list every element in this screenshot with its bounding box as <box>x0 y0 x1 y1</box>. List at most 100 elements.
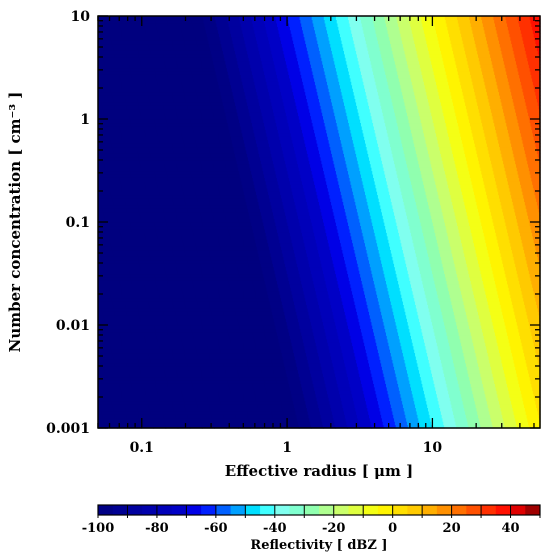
heatmap-cell <box>435 77 448 82</box>
heatmap-cell <box>129 115 142 120</box>
heatmap-cell <box>315 187 329 192</box>
heatmap-cell <box>206 33 220 38</box>
heatmap-cell <box>352 136 365 141</box>
heatmap-cell <box>503 160 516 165</box>
heatmap-cell <box>170 33 184 38</box>
heatmap-cell <box>314 235 328 240</box>
heatmap-cell <box>420 170 434 175</box>
heatmap-cell <box>260 362 273 367</box>
heatmap-cell <box>250 167 264 172</box>
heatmap-cell <box>98 331 109 336</box>
heatmap-cell <box>499 91 512 96</box>
heatmap-cell <box>417 311 431 316</box>
heatmap-cell <box>109 84 123 89</box>
colorbar-segment <box>422 505 438 515</box>
heatmap-cell <box>432 325 446 330</box>
heatmap-cell <box>251 276 265 281</box>
heatmap-cell <box>352 36 366 41</box>
heatmap-cell <box>294 407 308 412</box>
heatmap-cell <box>427 352 440 357</box>
heatmap-cell <box>98 98 102 103</box>
heatmap-cell <box>236 417 250 422</box>
heatmap-cell <box>457 376 470 381</box>
heatmap-cell <box>182 239 196 244</box>
heatmap-cell <box>173 355 187 360</box>
heatmap-cell <box>490 417 504 422</box>
heatmap-cell <box>117 167 130 172</box>
heatmap-cell <box>488 355 502 360</box>
heatmap-cell <box>408 170 422 175</box>
heatmap-cell <box>251 225 265 230</box>
heatmap-cell <box>201 115 215 120</box>
heatmap-cell <box>155 122 168 127</box>
heatmap-cell <box>262 424 276 429</box>
heatmap-cell <box>246 98 260 103</box>
heatmap-cell <box>125 304 138 309</box>
heatmap-cell <box>269 352 283 357</box>
heatmap-cell <box>282 407 296 412</box>
heatmap-cell <box>279 239 293 244</box>
heatmap-cell <box>315 33 329 38</box>
heatmap-cell <box>484 390 498 395</box>
heatmap-cell <box>197 94 210 99</box>
heatmap-cell <box>192 177 205 182</box>
heatmap-cell <box>118 225 132 230</box>
heatmap-cell <box>479 60 493 65</box>
heatmap-cell <box>138 105 152 110</box>
heatmap-cell <box>411 77 424 82</box>
heatmap-cell <box>360 122 374 127</box>
heatmap-cell <box>444 373 457 378</box>
heatmap-cell <box>420 222 434 227</box>
heatmap-cell <box>338 335 352 340</box>
heatmap-cell <box>377 349 391 354</box>
heatmap-cell <box>121 84 135 89</box>
heatmap-cell <box>239 328 253 333</box>
heatmap-cell <box>453 311 467 316</box>
heatmap-cell <box>359 424 373 429</box>
colorbar-segment <box>451 505 467 515</box>
heatmap-cell <box>368 50 381 55</box>
heatmap-cell <box>453 105 467 110</box>
heatmap-cell <box>104 163 117 168</box>
heatmap-cell <box>475 300 489 305</box>
heatmap-cell <box>301 280 314 285</box>
heatmap-cell <box>393 259 406 264</box>
heatmap-cell <box>343 201 356 206</box>
heatmap-cell <box>117 218 130 223</box>
heatmap-cell <box>130 70 144 75</box>
heatmap-cell <box>307 204 321 209</box>
heatmap-cell <box>162 256 176 261</box>
heatmap-cell <box>318 249 331 254</box>
heatmap-cell <box>230 33 244 38</box>
heatmap-cell <box>124 197 138 202</box>
heatmap-cell <box>320 156 334 161</box>
heatmap-cell <box>99 194 113 199</box>
heatmap-cell <box>285 60 299 65</box>
heatmap-cell <box>407 270 421 275</box>
heatmap-cell <box>156 386 170 391</box>
heatmap-cell <box>314 184 328 189</box>
heatmap-cell <box>524 43 537 48</box>
heatmap-cell <box>530 225 541 230</box>
heatmap-cell <box>378 352 392 357</box>
heatmap-cell <box>100 94 113 99</box>
heatmap-cell <box>273 163 287 168</box>
heatmap-cell <box>452 355 465 360</box>
heatmap-cell <box>388 84 402 89</box>
heatmap-cell <box>113 307 127 312</box>
heatmap-cell <box>151 105 164 110</box>
heatmap-cell <box>372 67 385 72</box>
heatmap-cell <box>225 266 239 271</box>
heatmap-cell <box>271 153 285 158</box>
heatmap-cell <box>189 218 203 223</box>
heatmap-cell <box>187 362 201 367</box>
heatmap-cell <box>411 132 425 137</box>
heatmap-cell <box>482 122 495 127</box>
heatmap-cell <box>501 153 515 158</box>
heatmap-cell <box>165 167 179 172</box>
heatmap-cell <box>251 119 264 124</box>
heatmap-cell <box>293 197 307 202</box>
heatmap-cell <box>272 259 285 264</box>
heatmap-cell <box>417 259 431 264</box>
heatmap-cell <box>159 91 173 96</box>
